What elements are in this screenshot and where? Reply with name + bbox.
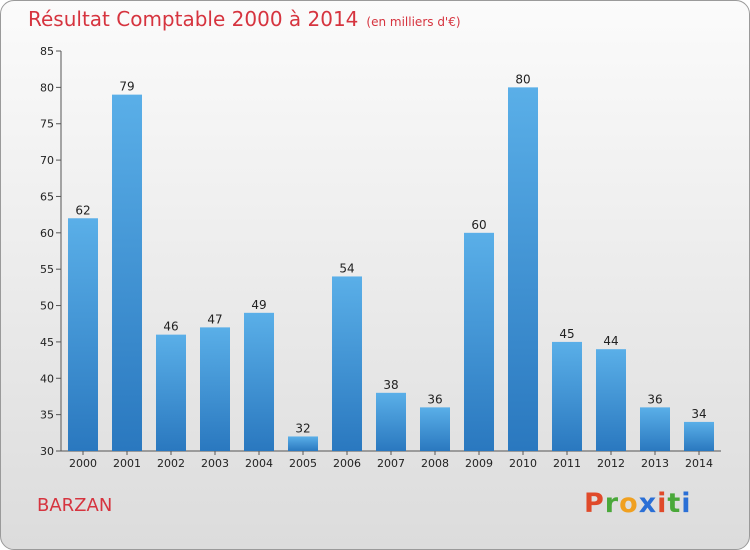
- y-tick-label: 85: [40, 45, 54, 58]
- y-tick-label: 35: [40, 409, 54, 422]
- bar-value-label: 44: [603, 334, 618, 348]
- y-tick-label: 60: [40, 227, 54, 240]
- x-tick-label: 2002: [157, 457, 185, 470]
- x-tick-label: 2011: [553, 457, 581, 470]
- x-tick-label: 2003: [201, 457, 229, 470]
- proxiti-logo: Proxiti: [584, 488, 692, 519]
- logo-letter: i: [681, 488, 692, 519]
- y-tick-label: 65: [40, 190, 54, 203]
- bar-2012: [596, 349, 626, 451]
- bar-value-label: 46: [163, 320, 178, 334]
- x-tick-label: 2005: [289, 457, 317, 470]
- y-tick-label: 30: [40, 445, 54, 458]
- bar-2014: [684, 421, 714, 451]
- logo-letter: i: [657, 488, 668, 519]
- x-tick-label: 2012: [597, 457, 625, 470]
- x-tick-label: 2007: [377, 457, 405, 470]
- x-tick-label: 2006: [333, 457, 361, 470]
- bar-value-label: 34: [691, 407, 706, 421]
- bar-2009: [464, 232, 494, 451]
- x-tick-label: 2004: [245, 457, 273, 470]
- x-tick-label: 2010: [509, 457, 537, 470]
- y-tick-label: 50: [40, 300, 54, 313]
- bar-value-label: 36: [427, 392, 442, 406]
- bar-value-label: 79: [119, 80, 134, 94]
- y-tick-label: 45: [40, 336, 54, 349]
- logo-letter: r: [604, 488, 620, 519]
- chart-subtitle: (en milliers d'€): [366, 15, 461, 29]
- logo-letter: t: [667, 488, 682, 519]
- x-tick-label: 2000: [69, 457, 97, 470]
- bar-2008: [420, 407, 450, 451]
- logo-letter: P: [584, 488, 605, 519]
- bar-value-label: 62: [75, 203, 90, 217]
- bars: 62 79 46 47 49 32 54 38 36 60 80 45 44 36 34: [68, 72, 714, 452]
- x-axis: 2000 2001 2002 2003 2004 2005 2006 2007 2008 2009…: [61, 450, 721, 470]
- bar-2011: [552, 341, 582, 451]
- bar-value-label: 36: [647, 392, 662, 406]
- y-tick-label: 75: [40, 118, 54, 131]
- bar-value-label: 54: [339, 261, 354, 275]
- bar-2013: [640, 407, 670, 451]
- bar-2001: [112, 94, 142, 452]
- bar-value-label: 47: [207, 312, 222, 326]
- bar-value-label: 49: [251, 298, 266, 312]
- bar-2007: [376, 392, 406, 451]
- chart-title-block: Résultat Comptable 2000 à 2014 (en millie…: [28, 7, 461, 31]
- logo-letter: x: [638, 488, 658, 519]
- bar-value-label: 38: [383, 378, 398, 392]
- bar-value-label: 60: [471, 218, 486, 232]
- y-tick-label: 40: [40, 372, 54, 385]
- chart-title: Résultat Comptable 2000 à 2014: [28, 7, 359, 31]
- logo-letter: o: [619, 488, 639, 519]
- x-tick-label: 2009: [465, 457, 493, 470]
- bar-value-label: 32: [295, 421, 310, 435]
- bar-2005: [288, 436, 318, 451]
- x-tick-label: 2013: [641, 457, 669, 470]
- bar-value-label: 80: [515, 72, 530, 86]
- location-label: BARZAN: [37, 495, 113, 516]
- bar-2010: [508, 87, 538, 451]
- y-tick-label: 70: [40, 154, 54, 167]
- bar-2004: [244, 312, 274, 451]
- bar-2000: [68, 218, 98, 451]
- bar-value-label: 45: [559, 327, 574, 341]
- y-tick-label: 55: [40, 263, 54, 276]
- bar-2003: [200, 327, 230, 451]
- y-axis: 30 35 40 45 50 55 60 65 70 75 80 85: [40, 45, 62, 458]
- x-tick-label: 2001: [113, 457, 141, 470]
- bar-2002: [156, 334, 186, 451]
- bar-2006: [332, 276, 362, 451]
- x-tick-label: 2008: [421, 457, 449, 470]
- y-tick-label: 80: [40, 81, 54, 94]
- x-tick-label: 2014: [685, 457, 713, 470]
